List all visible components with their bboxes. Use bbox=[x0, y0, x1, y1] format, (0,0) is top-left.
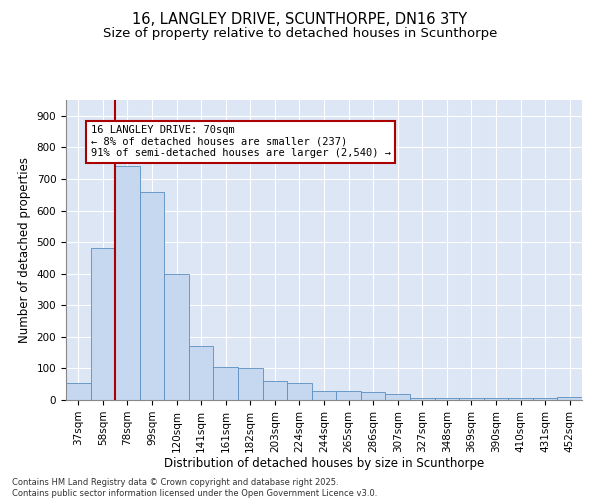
Bar bbox=[459, 398, 484, 400]
Bar bbox=[336, 391, 361, 400]
Bar bbox=[312, 390, 336, 400]
Text: Size of property relative to detached houses in Scunthorpe: Size of property relative to detached ho… bbox=[103, 28, 497, 40]
Bar bbox=[164, 274, 189, 400]
Bar bbox=[287, 382, 312, 400]
Bar bbox=[238, 368, 263, 400]
Bar bbox=[263, 381, 287, 400]
Text: 16, LANGLEY DRIVE, SCUNTHORPE, DN16 3TY: 16, LANGLEY DRIVE, SCUNTHORPE, DN16 3TY bbox=[133, 12, 467, 28]
Y-axis label: Number of detached properties: Number of detached properties bbox=[18, 157, 31, 343]
Bar bbox=[140, 192, 164, 400]
Bar bbox=[508, 398, 533, 400]
Bar bbox=[214, 367, 238, 400]
Bar bbox=[385, 394, 410, 400]
Text: 16 LANGLEY DRIVE: 70sqm
← 8% of detached houses are smaller (237)
91% of semi-de: 16 LANGLEY DRIVE: 70sqm ← 8% of detached… bbox=[91, 126, 391, 158]
X-axis label: Distribution of detached houses by size in Scunthorpe: Distribution of detached houses by size … bbox=[164, 458, 484, 470]
Bar bbox=[189, 346, 214, 400]
Bar bbox=[557, 398, 582, 400]
Bar bbox=[66, 382, 91, 400]
Bar bbox=[361, 392, 385, 400]
Text: Contains HM Land Registry data © Crown copyright and database right 2025.
Contai: Contains HM Land Registry data © Crown c… bbox=[12, 478, 377, 498]
Bar bbox=[410, 398, 434, 400]
Bar bbox=[434, 398, 459, 400]
Bar bbox=[115, 166, 140, 400]
Bar bbox=[91, 248, 115, 400]
Bar bbox=[484, 398, 508, 400]
Bar bbox=[533, 398, 557, 400]
